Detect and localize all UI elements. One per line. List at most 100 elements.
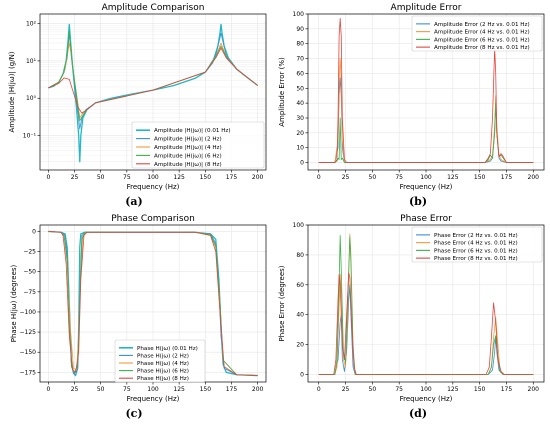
y-tick-label: −100: [20, 309, 37, 316]
y-tick-label: −150: [20, 349, 37, 356]
x-tick-label: 0: [46, 386, 50, 393]
y-tick-label: 0: [300, 372, 304, 379]
x-tick-label: 75: [395, 174, 403, 181]
x-tick-label: 125: [447, 386, 459, 393]
x-tick-label: 50: [369, 174, 377, 181]
legend-label: Phase Error (4 Hz vs. 0.01 Hz): [434, 241, 518, 247]
x-tick-label: 125: [447, 174, 459, 181]
y-tick-label: −125: [20, 329, 37, 336]
y-tick-label: 10²: [26, 21, 37, 28]
y-tick-label: −175: [20, 369, 37, 376]
legend: Phase Error (2 Hz vs. 0.01 Hz) Phase Erro…: [411, 226, 543, 263]
x-tick-label: 100: [147, 386, 159, 393]
y-tick-label: 40: [296, 312, 304, 319]
series-group: [48, 230, 258, 377]
series-group: [318, 233, 534, 375]
y-tick-label: 100: [293, 222, 305, 229]
x-tick-label: 50: [97, 386, 105, 393]
x-tick-label: 50: [369, 386, 377, 393]
x-tick-label: 75: [123, 386, 131, 393]
x-tick-label: 200: [252, 386, 264, 393]
series-line-4: [48, 231, 258, 376]
chart-panel-b: 0 25 50 75 100 125 150 175 200 0 10 20 30 40 50 60 70 80 9…: [278, 3, 545, 208]
y-tick-label: 0: [32, 228, 36, 235]
x-tick-label: 150: [474, 386, 486, 393]
chart-panel-d: 0 25 50 75 100 125 150 175 200 0 20 40 60 80 100 Phase …: [278, 214, 545, 420]
y-tick-label: 40: [296, 100, 304, 107]
x-tick-label: 75: [123, 174, 131, 181]
y-tick-label: 60: [296, 70, 304, 77]
legend-label: Phase H(jω) (6 Hz): [137, 369, 189, 375]
y-tick-label: 50: [296, 85, 304, 92]
legend-label: Amplitude |H(jω)| (8 Hz): [154, 162, 222, 168]
x-tick-label: 150: [200, 174, 212, 181]
x-tick-label: 100: [147, 174, 159, 181]
y-tick-label: −25: [23, 249, 36, 256]
x-tick-label: 175: [501, 174, 513, 181]
x-tick-label: 175: [501, 386, 513, 393]
series-line-3: [318, 102, 534, 163]
x-tick-label: 175: [226, 386, 238, 393]
panel-caption: (d): [409, 407, 427, 420]
x-tick-label: 0: [317, 386, 321, 393]
chart-title: Amplitude Error: [391, 3, 462, 13]
x-tick-label: 25: [71, 386, 79, 393]
x-tick-label: 25: [71, 174, 79, 181]
legend-label: Phase H(jω) (4 Hz): [137, 361, 189, 367]
legend-label: Phase Error (8 Hz vs. 0.01 Hz): [434, 256, 518, 262]
series-line-3: [48, 42, 258, 119]
legend: Amplitude |H(jω)| (0.01 Hz) Amplitude |H(…: [131, 121, 265, 169]
y-tick-label: −50: [23, 269, 36, 276]
panel-caption: (b): [409, 195, 427, 208]
chart-title: Amplitude Comparison: [102, 3, 205, 13]
legend-label: Amplitude Error (6 Hz vs. 0.01 Hz): [434, 37, 530, 43]
legend-label: Amplitude |H(jω)| (4 Hz): [154, 145, 222, 151]
legend-label: Phase Error (2 Hz vs. 0.01 Hz): [434, 233, 518, 239]
series-line-4: [318, 272, 534, 375]
y-tick-label: 20: [296, 342, 304, 349]
x-tick-label: 100: [420, 174, 432, 181]
legend: Phase H(jω) (0.01 Hz)Phase H(jω) (2 Hz) P…: [114, 339, 206, 383]
legend-label: Amplitude Error (2 Hz vs. 0.01 Hz): [434, 22, 530, 28]
legend-label: Amplitude Error (4 Hz vs. 0.01 Hz): [434, 30, 530, 36]
series-line-4: [48, 30, 258, 122]
x-tick-label: 25: [342, 386, 350, 393]
x-tick-label: 125: [173, 386, 185, 393]
y-tick-label: 10: [296, 145, 304, 152]
y-tick-label: 30: [296, 115, 304, 122]
x-axis-label: Frequency (Hz): [127, 183, 180, 191]
x-tick-label: 150: [200, 386, 212, 393]
series-group: [318, 18, 534, 163]
x-axis-label: Frequency (Hz): [127, 395, 180, 403]
y-axis-label: Amplitude |H(jω)| (g/N): [8, 51, 16, 132]
y-tick-label: 20: [296, 130, 304, 137]
x-tick-label: 200: [528, 174, 540, 181]
legend: Amplitude Error (2 Hz vs. 0.01 Hz) Amplit…: [411, 15, 543, 52]
legend-label: Amplitude |H(jω)| (0.01 Hz): [154, 128, 231, 134]
x-tick-label: 100: [420, 386, 432, 393]
legend-box: [114, 339, 206, 383]
x-tick-label: 150: [474, 174, 486, 181]
y-tick-label: 10¹: [26, 58, 37, 65]
series-line-5: [48, 47, 258, 114]
legend-label: Amplitude Error (8 Hz vs. 0.01 Hz): [434, 45, 530, 51]
legend-box: [131, 121, 265, 169]
legend-label: Amplitude |H(jω)| (6 Hz): [154, 153, 222, 159]
y-tick-label: 60: [296, 282, 304, 289]
y-axis-label: Phase Error (degrees): [278, 265, 286, 341]
chart-title: Phase Comparison: [111, 214, 195, 224]
y-axis-label: Amplitude Error (%): [278, 57, 286, 127]
x-axis-label: Frequency (Hz): [400, 395, 453, 403]
y-tick-label: 10⁻¹: [23, 133, 37, 140]
y-tick-label: 10⁰: [26, 95, 37, 102]
x-tick-label: 0: [46, 174, 50, 181]
x-tick-label: 175: [226, 174, 238, 181]
y-tick-label: −75: [23, 289, 36, 296]
legend-label: Phase Error (6 Hz vs. 0.01 Hz): [434, 248, 518, 254]
y-tick-label: 90: [296, 26, 304, 33]
y-tick-label: 0: [300, 160, 304, 167]
chart-title: Phase Error: [400, 214, 452, 224]
x-tick-label: 25: [342, 174, 350, 181]
x-tick-label: 0: [317, 174, 321, 181]
